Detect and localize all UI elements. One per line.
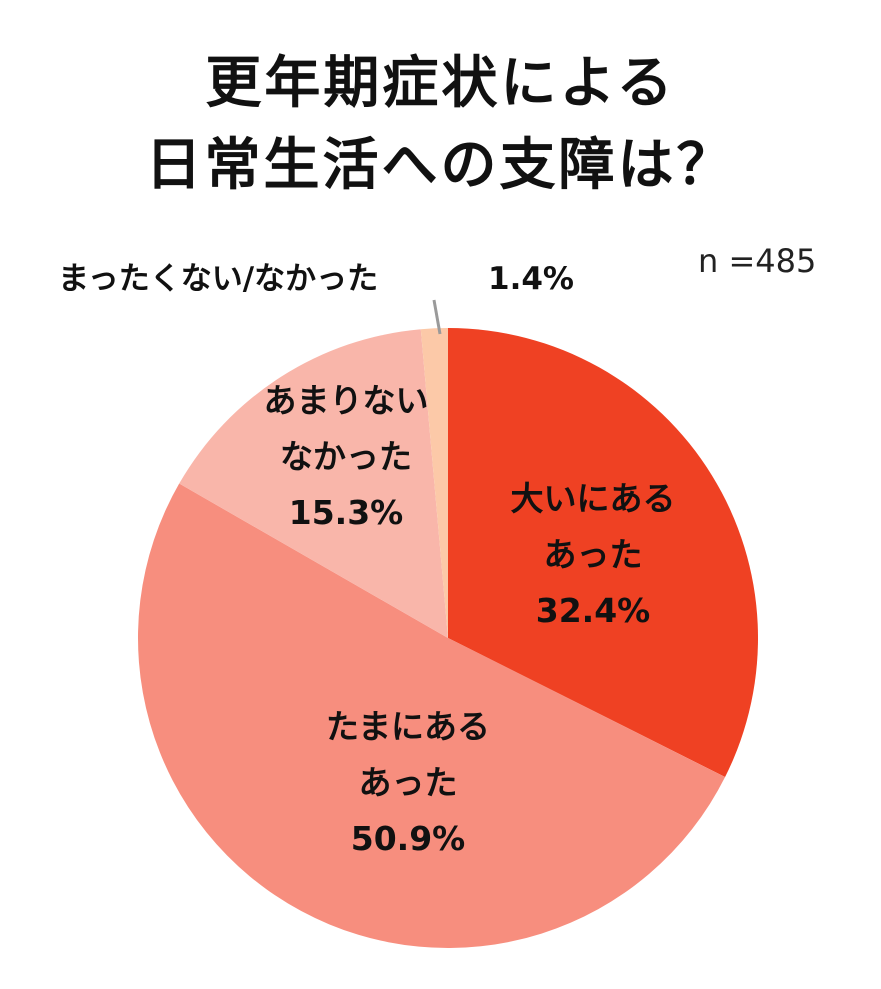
slice-value-label: 50.9% [351,819,466,858]
slice-category-label: あった [544,535,643,574]
pie-slice [420,328,448,638]
chart-title-line-1: 更年期症状による [205,51,676,116]
leader-line [432,299,442,335]
slice-category-label: 大いにある [511,479,676,518]
pie-slice [179,329,448,638]
slice-category-label: あった [359,763,458,802]
slice-category-label: まったくない/なかった [58,261,378,297]
slice-category-label: なかった [280,437,412,476]
chart-title-line-2: 日常生活への支障は？ [145,133,736,198]
slice-category-label: たまにある [326,707,490,746]
slice-value-label: 32.4% [536,591,651,630]
slice-value-label: 15.3% [289,493,404,532]
pie-slice [448,328,758,777]
slice-value-label: 1.4% [488,261,574,297]
pie-slice [137,483,726,949]
slice-category-label: あまりない [264,381,429,420]
sample-size-label: n =485 [698,242,817,280]
